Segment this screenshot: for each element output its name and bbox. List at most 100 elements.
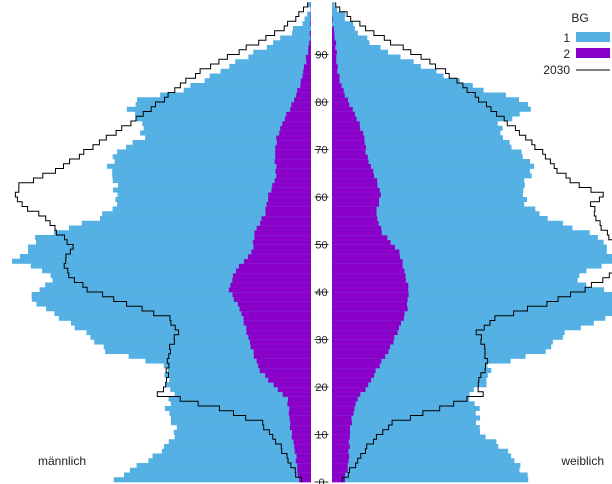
male-bar-group2-age-47 bbox=[248, 254, 311, 260]
male-bar-group2-age-54 bbox=[260, 220, 311, 226]
female-bar-group2-age-19 bbox=[332, 387, 366, 393]
male-bar-group1-age-71 bbox=[132, 140, 311, 146]
female-bar-group1-age-82 bbox=[332, 87, 484, 93]
female-bar-group1-age-30 bbox=[332, 334, 563, 340]
female-bar-group1-age-29 bbox=[332, 339, 553, 345]
female-bar-group2-age-83 bbox=[332, 83, 342, 89]
male-bar-group2-age-88 bbox=[306, 59, 311, 65]
male-bar-group2-age-31 bbox=[246, 330, 311, 336]
male-bar-group1-age-48 bbox=[27, 249, 311, 255]
female-bar-group2-age-43 bbox=[332, 273, 406, 279]
male-bar-group1-age-56 bbox=[102, 211, 312, 217]
female-bar-group1-age-48 bbox=[332, 249, 607, 255]
female-bar-group2-age-20 bbox=[332, 382, 369, 388]
female-bar-group2-age-31 bbox=[332, 330, 398, 336]
age-tick-label-80: 80 bbox=[315, 97, 327, 109]
male-bar-group2-age-20 bbox=[273, 382, 311, 388]
male-bar-group1-age-94 bbox=[291, 30, 311, 36]
male-bar-group2-age-56 bbox=[265, 211, 311, 217]
male-bar-group1-age-76 bbox=[136, 116, 311, 122]
female-bar-group1-age-12 bbox=[332, 420, 476, 426]
male-bar-group1-age-98 bbox=[307, 11, 311, 17]
female-bar-group2-age-41 bbox=[332, 282, 409, 288]
male-bar-group1-age-22 bbox=[164, 372, 311, 378]
male-bar-group1-age-0 bbox=[113, 477, 311, 483]
male-bar-group2-age-75 bbox=[282, 121, 311, 127]
male-bar-group1-age-45 bbox=[30, 263, 312, 269]
female-bar-group1-age-26 bbox=[332, 353, 526, 359]
female-bar-group2-age-6 bbox=[332, 448, 349, 454]
male-bar-group2-age-52 bbox=[254, 230, 311, 236]
female-bar-group1-age-17 bbox=[332, 396, 470, 402]
female-bar-group2-age-72 bbox=[332, 135, 365, 141]
male-bar-group1-age-79 bbox=[135, 102, 311, 108]
male-bar-group1-age-53 bbox=[69, 225, 312, 231]
male-bar-group1-age-28 bbox=[103, 344, 311, 350]
female-bar-group2-age-63 bbox=[332, 178, 378, 184]
female-bar-group2-age-58 bbox=[332, 201, 380, 207]
female-bar-group2-age-73 bbox=[332, 130, 364, 136]
female-bar-group1-age-42 bbox=[332, 277, 578, 283]
female-bar-group1-age-92 bbox=[332, 40, 370, 46]
male-bar-group1-age-97 bbox=[304, 16, 311, 22]
female-bar-group1-age-19 bbox=[332, 387, 474, 393]
female-bar-group2-age-28 bbox=[332, 344, 390, 350]
female-bar-group1-age-15 bbox=[332, 406, 480, 412]
legend: BG 1 2 2030 bbox=[543, 11, 610, 77]
male-bar-group1-age-34 bbox=[58, 315, 311, 321]
female-bar-group1-age-32 bbox=[332, 325, 581, 331]
female-bar-group1-age-10 bbox=[332, 429, 480, 435]
female-bar-group1-age-72 bbox=[332, 135, 503, 141]
male-bar-group1-age-1 bbox=[123, 472, 311, 478]
male-bar-group2-age-49 bbox=[253, 244, 311, 250]
female-bar-group2-age-89 bbox=[332, 54, 337, 60]
legend-swatch-g2 bbox=[576, 48, 610, 58]
female-bar-group1-age-94 bbox=[332, 30, 358, 36]
female-bar-group2-age-39 bbox=[332, 292, 409, 298]
male-bar-group2-age-46 bbox=[243, 258, 311, 264]
female-bar-group2-age-79 bbox=[332, 102, 350, 108]
male-bar-group2-age-13 bbox=[289, 415, 311, 421]
male-bar-group2-age-16 bbox=[287, 401, 311, 407]
male-bar-group2-age-48 bbox=[251, 249, 311, 255]
age-tick-label-40: 40 bbox=[315, 287, 327, 299]
female-bar-group1-age-69 bbox=[332, 149, 522, 155]
female-bar-group1-age-40 bbox=[332, 287, 605, 293]
female-bar-group2-age-34 bbox=[332, 315, 404, 321]
female-bar-group1-age-76 bbox=[332, 116, 513, 122]
male-bar-group2-age-10 bbox=[292, 429, 311, 435]
female-bar-group2-age-15 bbox=[332, 406, 355, 412]
female-bar-group1-age-93 bbox=[332, 35, 368, 41]
female-bar-group2-age-80 bbox=[332, 97, 348, 103]
female-bar-group1-age-85 bbox=[332, 73, 444, 79]
female-bar-group1-age-59 bbox=[332, 197, 527, 203]
male-bar-group1-age-88 bbox=[235, 59, 311, 65]
female-bar-group1-age-4 bbox=[332, 458, 515, 464]
female-bar-group1-age-91 bbox=[332, 45, 381, 51]
female-bar-group1-age-88 bbox=[332, 59, 414, 65]
female-bar-group1-age-18 bbox=[332, 391, 470, 397]
male-bar-group1-age-49 bbox=[28, 244, 311, 250]
male-bar-group1-age-23 bbox=[167, 368, 311, 374]
male-bar-group1-age-73 bbox=[140, 130, 311, 136]
male-bar-group1-age-92 bbox=[273, 40, 311, 46]
female-bar-group2-age-91 bbox=[332, 45, 336, 51]
female-bar-group1-age-99 bbox=[332, 7, 338, 13]
male-bar-group2-age-14 bbox=[288, 410, 311, 416]
female-bar-group1-age-96 bbox=[332, 21, 354, 27]
male-bar-group1-age-84 bbox=[204, 78, 311, 84]
male-bar-group1-age-40 bbox=[39, 287, 311, 293]
female-bar-group1-age-46 bbox=[332, 258, 612, 264]
male-bar-group2-age-7 bbox=[294, 444, 311, 450]
female-bar-group2-age-18 bbox=[332, 391, 361, 397]
legend-label-g2: 2 bbox=[563, 47, 570, 61]
female-bar-group2-age-38 bbox=[332, 296, 408, 302]
female-bar-group2-age-61 bbox=[332, 187, 380, 193]
female-bar-group1-age-53 bbox=[332, 225, 573, 231]
male-bar-group2-age-42 bbox=[232, 277, 311, 283]
male-bar-group2-age-65 bbox=[275, 168, 311, 174]
female-bar-group2-age-76 bbox=[332, 116, 357, 122]
male-bar-group2-age-38 bbox=[233, 296, 311, 302]
male-bar-group1-age-3 bbox=[136, 463, 311, 469]
female-bar-group2-age-47 bbox=[332, 254, 400, 260]
